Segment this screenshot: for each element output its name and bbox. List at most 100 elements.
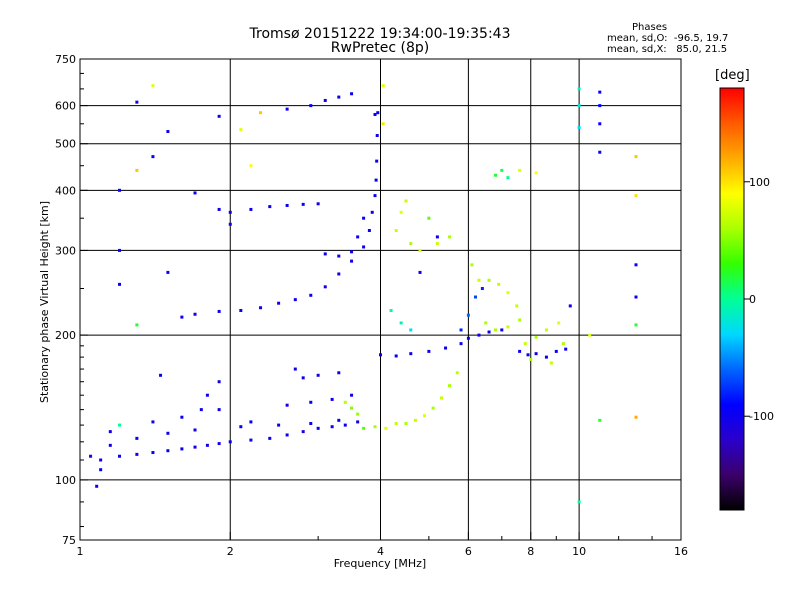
- data-point: [506, 325, 510, 329]
- data-point: [356, 420, 360, 424]
- y-axis-label: Stationary phase Virtual Height [km]: [38, 201, 51, 403]
- y-tick-label: 200: [55, 329, 76, 342]
- data-point: [89, 454, 93, 458]
- data-point: [435, 242, 439, 246]
- data-point: [277, 423, 281, 427]
- data-point: [534, 352, 538, 356]
- data-point: [568, 304, 572, 308]
- data-point: [135, 436, 139, 440]
- data-point: [506, 176, 510, 180]
- data-point: [518, 349, 522, 353]
- data-point: [435, 235, 439, 239]
- data-point: [367, 228, 371, 232]
- data-point: [330, 425, 334, 429]
- data-point: [422, 414, 426, 418]
- data-point: [249, 164, 253, 168]
- x-tick-label: 2: [227, 545, 234, 558]
- y-tick-label: 400: [55, 184, 76, 197]
- data-point: [285, 203, 289, 207]
- data-point: [217, 408, 221, 412]
- data-point: [135, 452, 139, 456]
- data-point: [564, 347, 568, 351]
- chart-title: Tromsø 20151222 19:34:00-19:35:43: [249, 26, 511, 42]
- data-point: [228, 210, 232, 214]
- y-tick-label: 500: [55, 138, 76, 151]
- data-point: [151, 155, 155, 159]
- y-tick-label: 300: [55, 244, 76, 257]
- data-point: [249, 420, 253, 424]
- data-point: [350, 250, 354, 254]
- colorbar-tick-label: 0: [749, 293, 756, 306]
- data-point: [337, 254, 341, 258]
- data-point: [285, 107, 289, 111]
- x-tick-label: 6: [465, 545, 472, 558]
- data-point: [151, 451, 155, 455]
- data-point: [381, 122, 385, 126]
- data-point: [337, 371, 341, 375]
- y-tick-label: 750: [55, 53, 76, 66]
- data-point: [598, 122, 602, 126]
- data-point: [205, 393, 209, 397]
- data-point: [494, 328, 498, 332]
- data-points: [89, 84, 638, 504]
- y-tick-label: 600: [55, 100, 76, 113]
- data-point: [634, 263, 638, 267]
- data-point: [323, 252, 327, 256]
- data-point: [459, 342, 463, 346]
- data-point: [477, 333, 481, 337]
- data-point: [529, 357, 533, 361]
- stats-o-mode: mean, sd,O: -96.5, 19.7: [607, 33, 729, 44]
- data-point: [159, 373, 163, 377]
- data-point: [350, 92, 354, 96]
- data-point: [518, 318, 522, 322]
- data-point: [427, 349, 431, 353]
- data-point: [577, 500, 581, 504]
- data-point: [427, 216, 431, 220]
- data-point: [598, 150, 602, 154]
- data-point: [487, 330, 491, 334]
- data-point: [534, 171, 538, 175]
- data-point: [477, 278, 481, 282]
- data-point: [217, 380, 221, 384]
- data-point: [399, 321, 403, 325]
- data-point: [301, 430, 305, 434]
- x-tick-label: 1: [77, 545, 84, 558]
- data-point: [166, 130, 170, 134]
- data-point: [634, 295, 638, 299]
- data-point: [350, 406, 354, 410]
- data-point: [301, 376, 305, 380]
- colorbar-tick-label: -100: [749, 410, 774, 423]
- data-point: [418, 248, 422, 252]
- data-point: [374, 178, 378, 182]
- data-point: [193, 312, 197, 316]
- data-point: [384, 426, 388, 430]
- data-point: [484, 321, 488, 325]
- data-point: [404, 199, 408, 203]
- data-point: [217, 309, 221, 313]
- data-point: [193, 445, 197, 449]
- data-point: [515, 304, 519, 308]
- data-point: [494, 173, 498, 177]
- data-point: [323, 285, 327, 289]
- x-tick-label: 4: [377, 545, 384, 558]
- colorbar-unit-label: [deg]: [715, 68, 750, 83]
- data-point: [518, 168, 522, 172]
- x-axis-label: Frequency [MHz]: [334, 557, 426, 570]
- data-point: [151, 84, 155, 88]
- data-point: [394, 421, 398, 425]
- y-axis-ticks: 75 100 200 300 400 500 600 750: [55, 53, 88, 547]
- data-point: [316, 373, 320, 377]
- data-point: [350, 259, 354, 263]
- data-point: [389, 309, 393, 313]
- data-point: [228, 222, 232, 226]
- data-point: [135, 168, 139, 172]
- data-point: [466, 313, 470, 317]
- data-point: [95, 484, 99, 488]
- x-tick-label: 10: [572, 545, 586, 558]
- data-point: [500, 168, 504, 172]
- data-point: [500, 328, 504, 332]
- data-point: [448, 384, 452, 388]
- data-point: [448, 235, 452, 239]
- data-point: [466, 336, 470, 340]
